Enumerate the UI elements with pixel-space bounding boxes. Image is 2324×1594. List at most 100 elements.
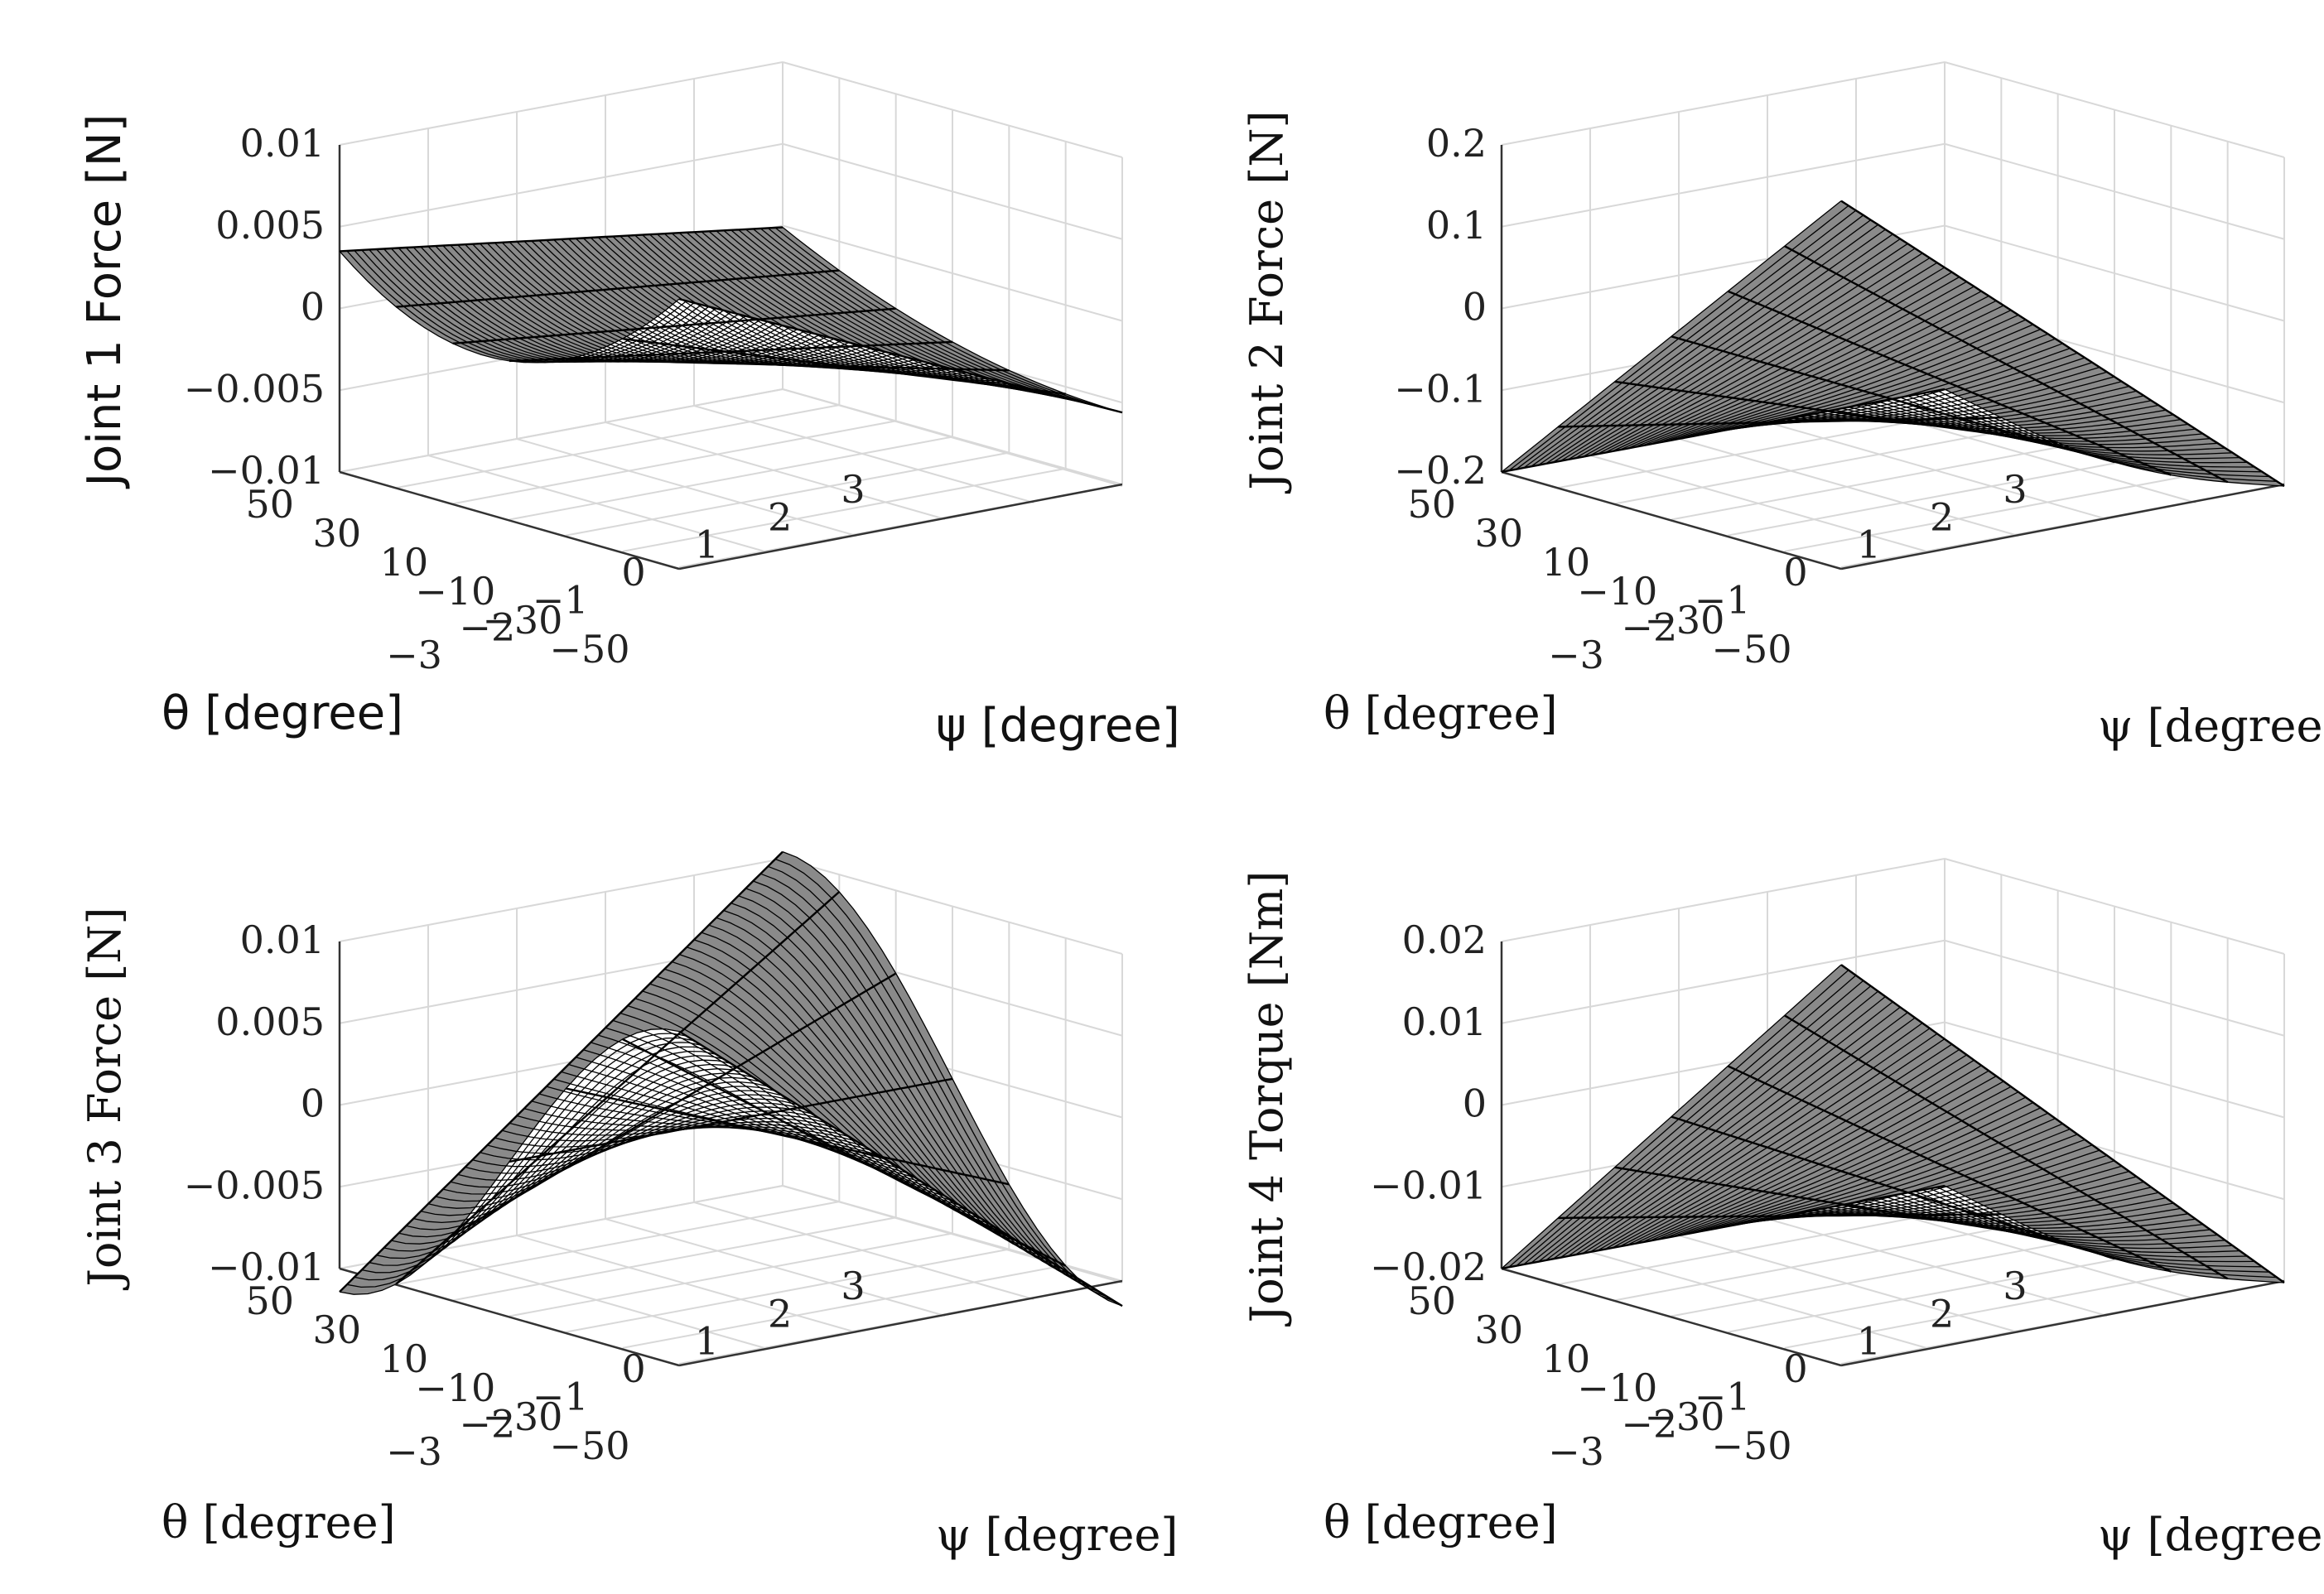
psi-tick-label: 0 — [621, 1346, 645, 1391]
surface-psi-line — [339, 850, 784, 1293]
psi-tick-label: −2 — [459, 605, 515, 650]
z-gridline-left-wall — [1501, 61, 1946, 146]
psi-gridline-floor — [1784, 467, 2228, 552]
z-tick-label: 0 — [1463, 285, 1487, 330]
surface-psi-line — [1840, 964, 2285, 1283]
z-tick-label: −0.005 — [184, 1163, 325, 1207]
z-gridline-left-wall — [1501, 858, 1946, 942]
z-tick-label: 0.005 — [215, 203, 325, 248]
theta-axis-line — [339, 1267, 680, 1367]
theta-tick-label: 30 — [313, 511, 362, 556]
psi-gridline-floor — [566, 451, 1010, 537]
surface-psi-line — [1784, 245, 2229, 484]
psi-gridline-floor — [622, 467, 1066, 552]
theta-tick-label: −50 — [1711, 1423, 1791, 1468]
theta-tick-label: −10 — [1577, 569, 1657, 614]
theta-tick-label: −50 — [549, 1423, 629, 1468]
psi-axis-label: ψ [degree] — [936, 1509, 1178, 1561]
surface-psi-line — [1784, 1014, 2229, 1280]
theta-tick-label: −30 — [1644, 598, 1724, 643]
z-axis-label: Joint 3 Force [N] — [79, 907, 131, 1290]
theta-axis-label: θ [degree] — [1324, 1496, 1558, 1548]
surface-psi-line — [1671, 335, 2115, 464]
z-tick-label: 0 — [301, 1081, 325, 1126]
theta-axis-label: θ [degree] — [1324, 687, 1558, 739]
surface-psi-line — [1614, 380, 2058, 444]
psi-gridline-floor — [1614, 1216, 2058, 1302]
psi-gridline-floor — [622, 1264, 1066, 1349]
psi-tick-label: −1 — [1695, 1374, 1751, 1418]
surface-psi-line — [1558, 417, 2002, 428]
z-tick-label: 0.005 — [215, 999, 325, 1044]
psi-tick-label: −2 — [1621, 605, 1677, 650]
theta-tick-label: 50 — [245, 482, 294, 527]
surface-mesh — [339, 226, 1123, 414]
surface-psi-line — [1671, 1115, 2115, 1260]
z-gridline-left-wall — [1501, 142, 1946, 228]
theta-tick-label: 30 — [1475, 511, 1524, 556]
psi-gridline-floor — [1728, 451, 2172, 537]
z-tick-label: −0.01 — [208, 1245, 325, 1289]
theta-tick-label: 10 — [1542, 540, 1591, 585]
psi-axis-label: ψ [degree] — [2098, 1509, 2324, 1561]
z-tick-label: −0.2 — [1394, 448, 1487, 493]
theta-tick-label: 10 — [1542, 1336, 1591, 1381]
z-tick-label: −0.01 — [208, 448, 325, 493]
theta-tick-label: −30 — [482, 1394, 562, 1439]
surface-psi-line — [678, 1030, 1123, 1307]
psi-tick-label: 3 — [2003, 1264, 2027, 1308]
z-tick-label: −0.1 — [1394, 366, 1487, 411]
psi-gridline-floor — [1671, 1232, 2115, 1317]
surface-psi-line — [1614, 1166, 2058, 1240]
psi-tick-label: 3 — [841, 1264, 865, 1308]
psi-tick-label: −3 — [1548, 1429, 1604, 1474]
theta-axis-line — [1501, 1267, 1842, 1367]
surface-psi-line — [1727, 290, 2172, 476]
theta-axis-label: θ [degree] — [162, 686, 403, 740]
theta-tick-label: −30 — [482, 598, 562, 643]
surface-psi-line — [452, 307, 896, 344]
surface-psi-line — [622, 1038, 1067, 1267]
surface-psi-line — [509, 1077, 953, 1163]
psi-tick-label: 1 — [1857, 523, 1881, 567]
surface-psi-line — [339, 226, 784, 253]
psi-axis-label: ψ [degree] — [936, 699, 1180, 753]
psi-tick-label: −3 — [1548, 633, 1604, 677]
surface-psi-line — [1501, 388, 1946, 474]
psi-tick-label: 2 — [768, 1291, 792, 1336]
psi-gridline-floor — [396, 404, 840, 489]
psi-gridline-floor — [1728, 1248, 2172, 1333]
psi-gridline-floor — [509, 1232, 953, 1317]
psi-tick-label: 1 — [1857, 1319, 1881, 1364]
surface-psi-line — [566, 1087, 1010, 1186]
theta-tick-label: 30 — [1475, 1307, 1524, 1352]
surface-psi-line — [1727, 1065, 2172, 1273]
z-tick-label: 0.01 — [240, 917, 325, 962]
z-tick-label: 0.01 — [1402, 999, 1487, 1044]
surface-psi-line — [1840, 200, 2285, 488]
z-tick-label: −0.005 — [184, 366, 325, 411]
z-tick-label: 0.01 — [240, 121, 325, 166]
psi-tick-label: 0 — [1783, 550, 1807, 595]
psi-tick-label: 0 — [1783, 1346, 1807, 1391]
surface-mesh — [1501, 964, 2285, 1283]
psi-tick-label: 1 — [695, 523, 719, 567]
theta-tick-label: 10 — [380, 540, 429, 585]
surface-psi-line — [678, 297, 1123, 414]
surface-psi-line — [395, 891, 841, 1285]
joint3-force-surface-plot: 0.010.0050−0.005−0.01503010−10−30−50−3−2… — [79, 850, 1178, 1561]
theta-tick-label: 10 — [380, 1336, 429, 1381]
z-axis-label: Joint 1 Force [N] — [78, 114, 132, 489]
psi-tick-label: −2 — [1621, 1402, 1677, 1447]
z-tick-label: 0 — [1463, 1081, 1487, 1126]
psi-tick-label: 3 — [841, 467, 865, 512]
psi-axis-line — [678, 483, 1123, 571]
psi-tick-label: 2 — [1930, 494, 1954, 539]
psi-gridline-floor — [1784, 1264, 2228, 1349]
z-tick-label: −0.02 — [1370, 1245, 1487, 1289]
psi-gridline-floor — [452, 420, 896, 505]
theta-axis-line — [1501, 470, 1842, 571]
z-gridline-left-wall — [339, 858, 784, 942]
psi-gridline-floor — [339, 388, 784, 473]
